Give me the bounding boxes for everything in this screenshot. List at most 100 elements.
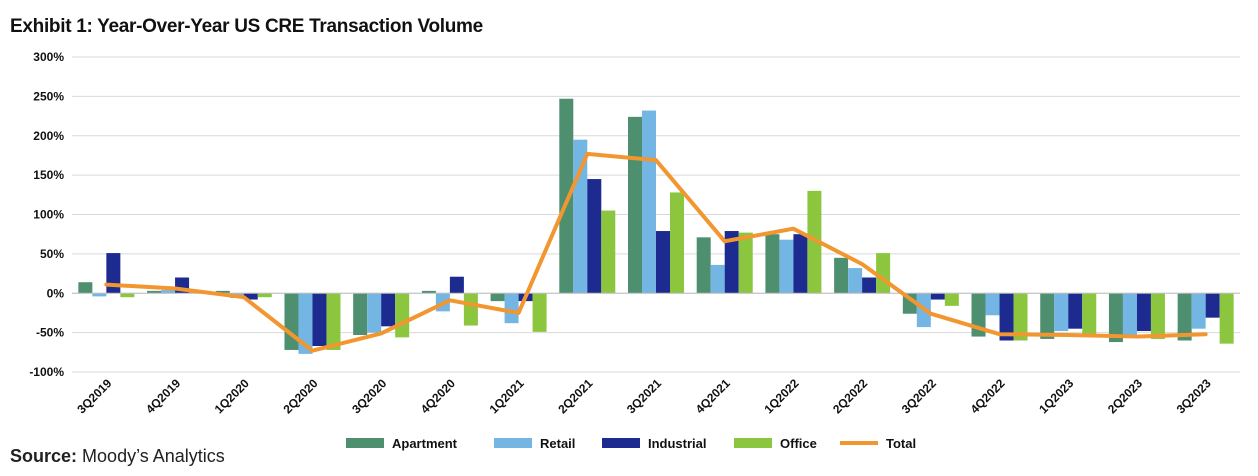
y-tick-label: -100% <box>29 365 64 379</box>
bar-retail <box>779 239 794 294</box>
x-tick-label: 2Q2021 <box>555 376 595 416</box>
x-tick-label: 2Q2022 <box>830 376 870 416</box>
y-tick-label: 0% <box>47 286 65 300</box>
bar-apartment <box>490 293 505 302</box>
x-tick-label: 3Q2023 <box>1174 376 1214 416</box>
x-tick-label: 2Q2020 <box>280 376 320 416</box>
bar-apartment <box>696 237 711 294</box>
bar-retail <box>848 268 863 294</box>
bar-industrial <box>656 231 670 294</box>
bar-apartment <box>78 282 93 294</box>
bar-industrial <box>243 293 258 300</box>
bar-office <box>395 293 410 338</box>
x-tick-label: 1Q2021 <box>487 376 527 416</box>
bars <box>78 98 1234 354</box>
bar-retail <box>504 293 519 324</box>
bar-office <box>257 293 272 298</box>
x-tick-label: 4Q2022 <box>968 376 1008 416</box>
bar-industrial <box>930 293 945 300</box>
bar-office <box>326 293 341 350</box>
bar-retail <box>1122 293 1137 335</box>
x-tick-label: 1Q2020 <box>212 376 252 416</box>
total-line <box>104 151 1208 353</box>
bar-retail <box>298 293 313 354</box>
source-text: Moody’s Analytics <box>82 446 225 466</box>
bar-industrial <box>724 231 739 294</box>
x-tick-label: 1Q2022 <box>761 376 801 416</box>
bar-office <box>670 192 684 294</box>
x-tick-label: 3Q2019 <box>74 376 114 416</box>
bar-retail <box>367 293 382 333</box>
y-tick-label: 150% <box>33 168 64 182</box>
bar-office <box>1219 293 1234 344</box>
bar-retail <box>985 293 1000 316</box>
x-tick-label: 1Q2023 <box>1036 376 1076 416</box>
legend-swatch-office <box>734 438 772 448</box>
bar-apartment <box>421 290 436 294</box>
source-note: Source: Moody’s Analytics <box>10 446 225 467</box>
bar-office <box>1150 293 1165 339</box>
bar-retail <box>1191 293 1206 329</box>
bar-office <box>1082 293 1097 337</box>
bar-industrial <box>449 276 464 294</box>
bar-apartment <box>1177 293 1192 341</box>
bar-apartment <box>834 257 849 294</box>
x-tick-label: 4Q2021 <box>693 376 733 416</box>
bar-office <box>1013 293 1028 341</box>
bar-office <box>738 232 753 294</box>
legend-label-total: Total <box>886 436 916 451</box>
bar-industrial <box>312 293 327 347</box>
bar-retail <box>1054 293 1069 332</box>
series-line-total <box>104 151 1208 353</box>
bar-retail <box>710 264 725 294</box>
legend-swatch-industrial <box>602 438 640 448</box>
x-axis: 3Q2019 4Q2019 1Q2020 2Q2020 3Q2020 4Q2020 1Q20… <box>74 376 1214 416</box>
bar-apartment <box>628 116 642 294</box>
y-tick-label: 100% <box>33 208 64 222</box>
bar-retail <box>92 293 107 297</box>
legend: Apartment Retail Industrial Office Total <box>346 436 916 451</box>
legend-swatch-apartment <box>346 438 384 448</box>
y-tick-label: 50% <box>40 247 64 261</box>
bar-apartment <box>1040 293 1055 339</box>
x-tick-label: 2Q2023 <box>1105 376 1145 416</box>
bar-apartment <box>147 290 162 294</box>
bar-office <box>807 190 822 294</box>
bar-industrial <box>862 277 877 294</box>
bar-industrial <box>999 293 1014 341</box>
x-tick-label: 3Q2022 <box>899 376 939 416</box>
bar-apartment <box>559 98 574 294</box>
y-tick-label: 300% <box>33 50 64 64</box>
bar-apartment <box>1108 293 1123 343</box>
x-tick-label: 4Q2019 <box>143 376 183 416</box>
x-tick-label: 3Q2021 <box>624 376 664 416</box>
x-tick-label: 3Q2020 <box>349 376 389 416</box>
bar-industrial <box>1205 293 1220 318</box>
y-tick-label: 250% <box>33 89 64 103</box>
bar-retail <box>642 110 656 294</box>
bar-office <box>944 293 959 306</box>
bar-apartment <box>284 293 299 350</box>
bar-industrial <box>793 234 808 294</box>
bar-industrial <box>1068 293 1083 329</box>
bar-office <box>532 293 547 332</box>
bar-industrial <box>381 293 396 327</box>
legend-label-industrial: Industrial <box>648 436 707 451</box>
bar-industrial <box>1136 293 1151 332</box>
bar-industrial <box>587 179 602 294</box>
y-tick-label: -50% <box>36 326 64 340</box>
legend-label-retail: Retail <box>540 436 575 451</box>
legend-swatch-retail <box>494 438 532 448</box>
bar-office <box>120 293 135 298</box>
y-axis: 300% 250% 200% 150% 100% 50% 0% -50% -100% <box>29 50 64 379</box>
y-tick-label: 200% <box>33 129 64 143</box>
source-label: Source: <box>10 446 78 466</box>
bar-office <box>876 253 891 294</box>
bar-retail <box>161 290 176 294</box>
legend-label-office: Office <box>780 436 817 451</box>
legend-label-apartment: Apartment <box>392 436 458 451</box>
bar-apartment <box>765 234 780 294</box>
chart-title: Exhibit 1: Year-Over-Year US CRE Transac… <box>10 16 483 37</box>
bar-apartment <box>353 293 368 335</box>
